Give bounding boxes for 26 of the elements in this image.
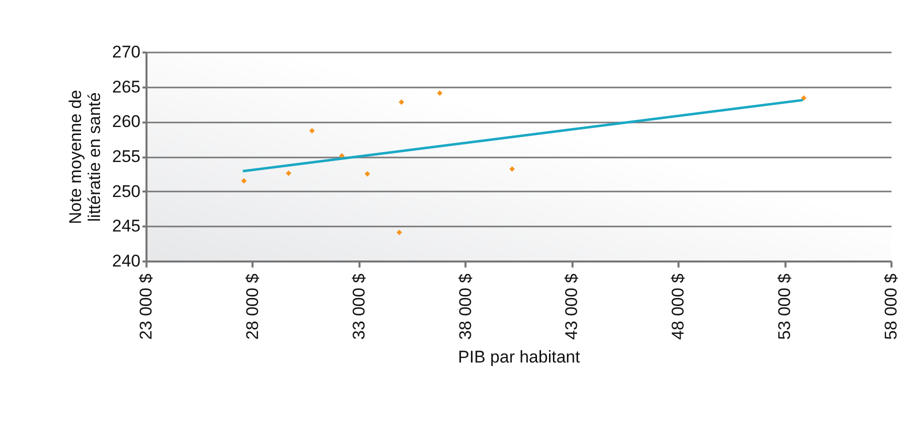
x-tick-label: 38 000 $ <box>456 272 475 340</box>
point <box>309 128 315 134</box>
point <box>800 95 806 101</box>
y-tick-label: 260 <box>112 112 140 132</box>
y-tick-label: 240 <box>112 252 140 270</box>
y-tick-label: 255 <box>112 147 140 166</box>
x-tick-label: 28 000 $ <box>242 272 262 340</box>
y-tick-label: 270 <box>112 42 140 62</box>
point <box>437 90 442 96</box>
y-tick-label: 265 <box>112 77 140 96</box>
x-axis-title: PIB par habitant <box>458 348 580 367</box>
point <box>396 230 402 236</box>
x-tick-label: 43 000 $ <box>562 272 582 340</box>
point <box>509 166 515 172</box>
y-tick-label: 250 <box>112 182 140 201</box>
point <box>286 170 292 176</box>
point <box>364 171 370 177</box>
x-tick-label: 23 000 $ <box>136 272 156 340</box>
point <box>398 99 404 105</box>
x-tick-label: 33 000 $ <box>349 272 368 340</box>
point <box>241 178 247 184</box>
x-tick-label: 48 000 $ <box>668 272 688 340</box>
y-tick-label: 245 <box>112 216 140 236</box>
x-tick-label: 58 000 $ <box>882 272 900 340</box>
y-axis-title: Note moyenne de littératie en santé <box>66 90 104 224</box>
x-tick-label: 53 000 $ <box>775 272 794 340</box>
